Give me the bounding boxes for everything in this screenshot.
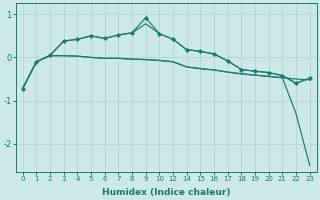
X-axis label: Humidex (Indice chaleur): Humidex (Indice chaleur) [102,188,230,197]
